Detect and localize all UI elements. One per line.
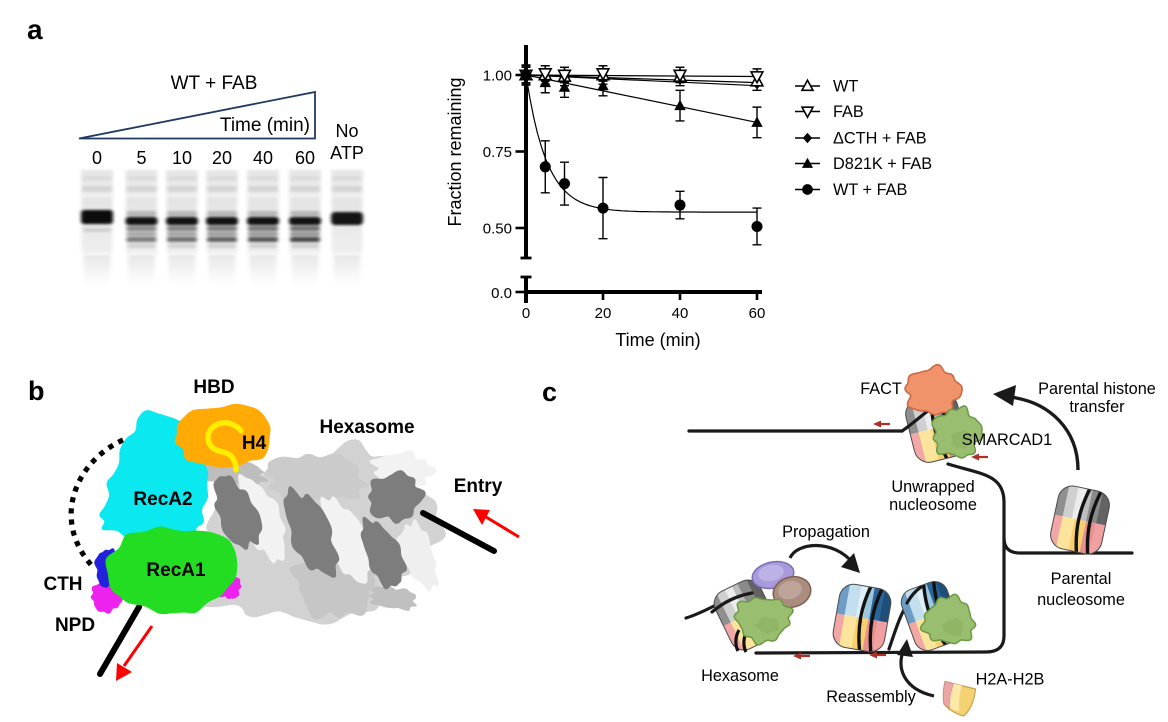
svg-text:SMARCAD1: SMARCAD1: [962, 431, 1052, 449]
svg-text:ΔCTH + FAB: ΔCTH + FAB: [833, 130, 927, 148]
svg-text:Entry: Entry: [454, 476, 503, 497]
svg-text:Time (min): Time (min): [220, 115, 310, 136]
svg-text:0.0: 0.0: [491, 285, 512, 302]
svg-text:1.00: 1.00: [483, 68, 512, 85]
svg-text:40: 40: [253, 148, 273, 168]
svg-text:c: c: [542, 377, 557, 407]
svg-text:No: No: [335, 121, 358, 141]
svg-text:ATP: ATP: [330, 143, 364, 163]
svg-text:Hexasome: Hexasome: [319, 417, 414, 438]
svg-text:NPD: NPD: [55, 615, 95, 636]
svg-text:FACT: FACT: [860, 380, 902, 398]
svg-text:transfer: transfer: [1069, 398, 1125, 416]
svg-text:RecA1: RecA1: [146, 560, 206, 581]
svg-text:D821K + FAB: D821K + FAB: [833, 155, 932, 173]
svg-text:HBD: HBD: [193, 377, 234, 398]
svg-text:Hexasome: Hexasome: [701, 667, 779, 685]
svg-text:WT: WT: [833, 78, 858, 96]
svg-text:H4: H4: [242, 433, 267, 454]
svg-text:5: 5: [136, 148, 146, 168]
svg-text:Time (min): Time (min): [615, 330, 700, 350]
svg-text:Reassembly: Reassembly: [826, 688, 916, 706]
svg-text:60: 60: [295, 148, 315, 168]
svg-text:20: 20: [212, 148, 232, 168]
svg-text:a: a: [27, 14, 43, 45]
svg-text:Propagation: Propagation: [782, 523, 870, 541]
svg-text:Parental: Parental: [1051, 570, 1112, 588]
svg-text:b: b: [28, 376, 45, 406]
svg-text:Unwrapped: Unwrapped: [891, 478, 974, 496]
svg-text:nucleosome: nucleosome: [1037, 591, 1125, 609]
svg-text:0: 0: [92, 148, 102, 168]
svg-text:CTH: CTH: [43, 574, 82, 595]
svg-text:WT + FAB: WT + FAB: [833, 181, 907, 199]
svg-text:40: 40: [672, 305, 689, 322]
svg-text:60: 60: [749, 305, 766, 322]
svg-text:10: 10: [172, 148, 192, 168]
svg-text:20: 20: [595, 305, 612, 322]
svg-text:0.50: 0.50: [483, 221, 512, 238]
svg-text:H2A-H2B: H2A-H2B: [976, 671, 1045, 689]
svg-text:Parental histone: Parental histone: [1038, 380, 1156, 398]
svg-text:FAB: FAB: [833, 103, 864, 121]
svg-text:WT + FAB: WT + FAB: [171, 73, 258, 94]
svg-text:RecA2: RecA2: [133, 489, 192, 510]
svg-text:0.75: 0.75: [483, 144, 512, 161]
svg-text:Fraction remaining: Fraction remaining: [445, 77, 465, 226]
svg-text:nucleosome: nucleosome: [889, 496, 977, 514]
svg-text:0: 0: [522, 305, 530, 322]
